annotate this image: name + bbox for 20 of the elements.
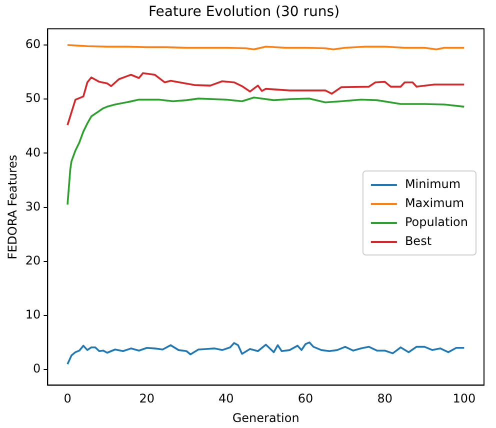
y-tick-label: 60 bbox=[25, 37, 41, 52]
y-axis-title: FEDORA Features bbox=[5, 154, 20, 260]
legend-label: Maximum bbox=[404, 196, 464, 210]
y-tick-label: 40 bbox=[25, 145, 41, 160]
x-tick-label: 40 bbox=[218, 392, 234, 406]
y-tick-label: 50 bbox=[25, 91, 41, 106]
legend-label: Minimum bbox=[404, 177, 461, 192]
legend-label: Population bbox=[404, 215, 468, 230]
y-tick-label: 0 bbox=[33, 362, 41, 376]
x-tick-label: 20 bbox=[139, 392, 154, 406]
x-tick-label: 0 bbox=[64, 392, 72, 406]
y-tick-label: 10 bbox=[25, 308, 41, 322]
y-tick-label: 20 bbox=[25, 253, 41, 268]
x-axis-title: Generation bbox=[232, 410, 300, 425]
x-tick-label: 100 bbox=[452, 392, 476, 406]
x-tick-label: 60 bbox=[298, 392, 314, 406]
x-tick-label: 80 bbox=[377, 392, 392, 406]
legend-label: Best bbox=[404, 234, 432, 248]
y-tick-label: 30 bbox=[25, 199, 41, 214]
chart-title: Feature Evolution (30 runs) bbox=[148, 4, 340, 20]
